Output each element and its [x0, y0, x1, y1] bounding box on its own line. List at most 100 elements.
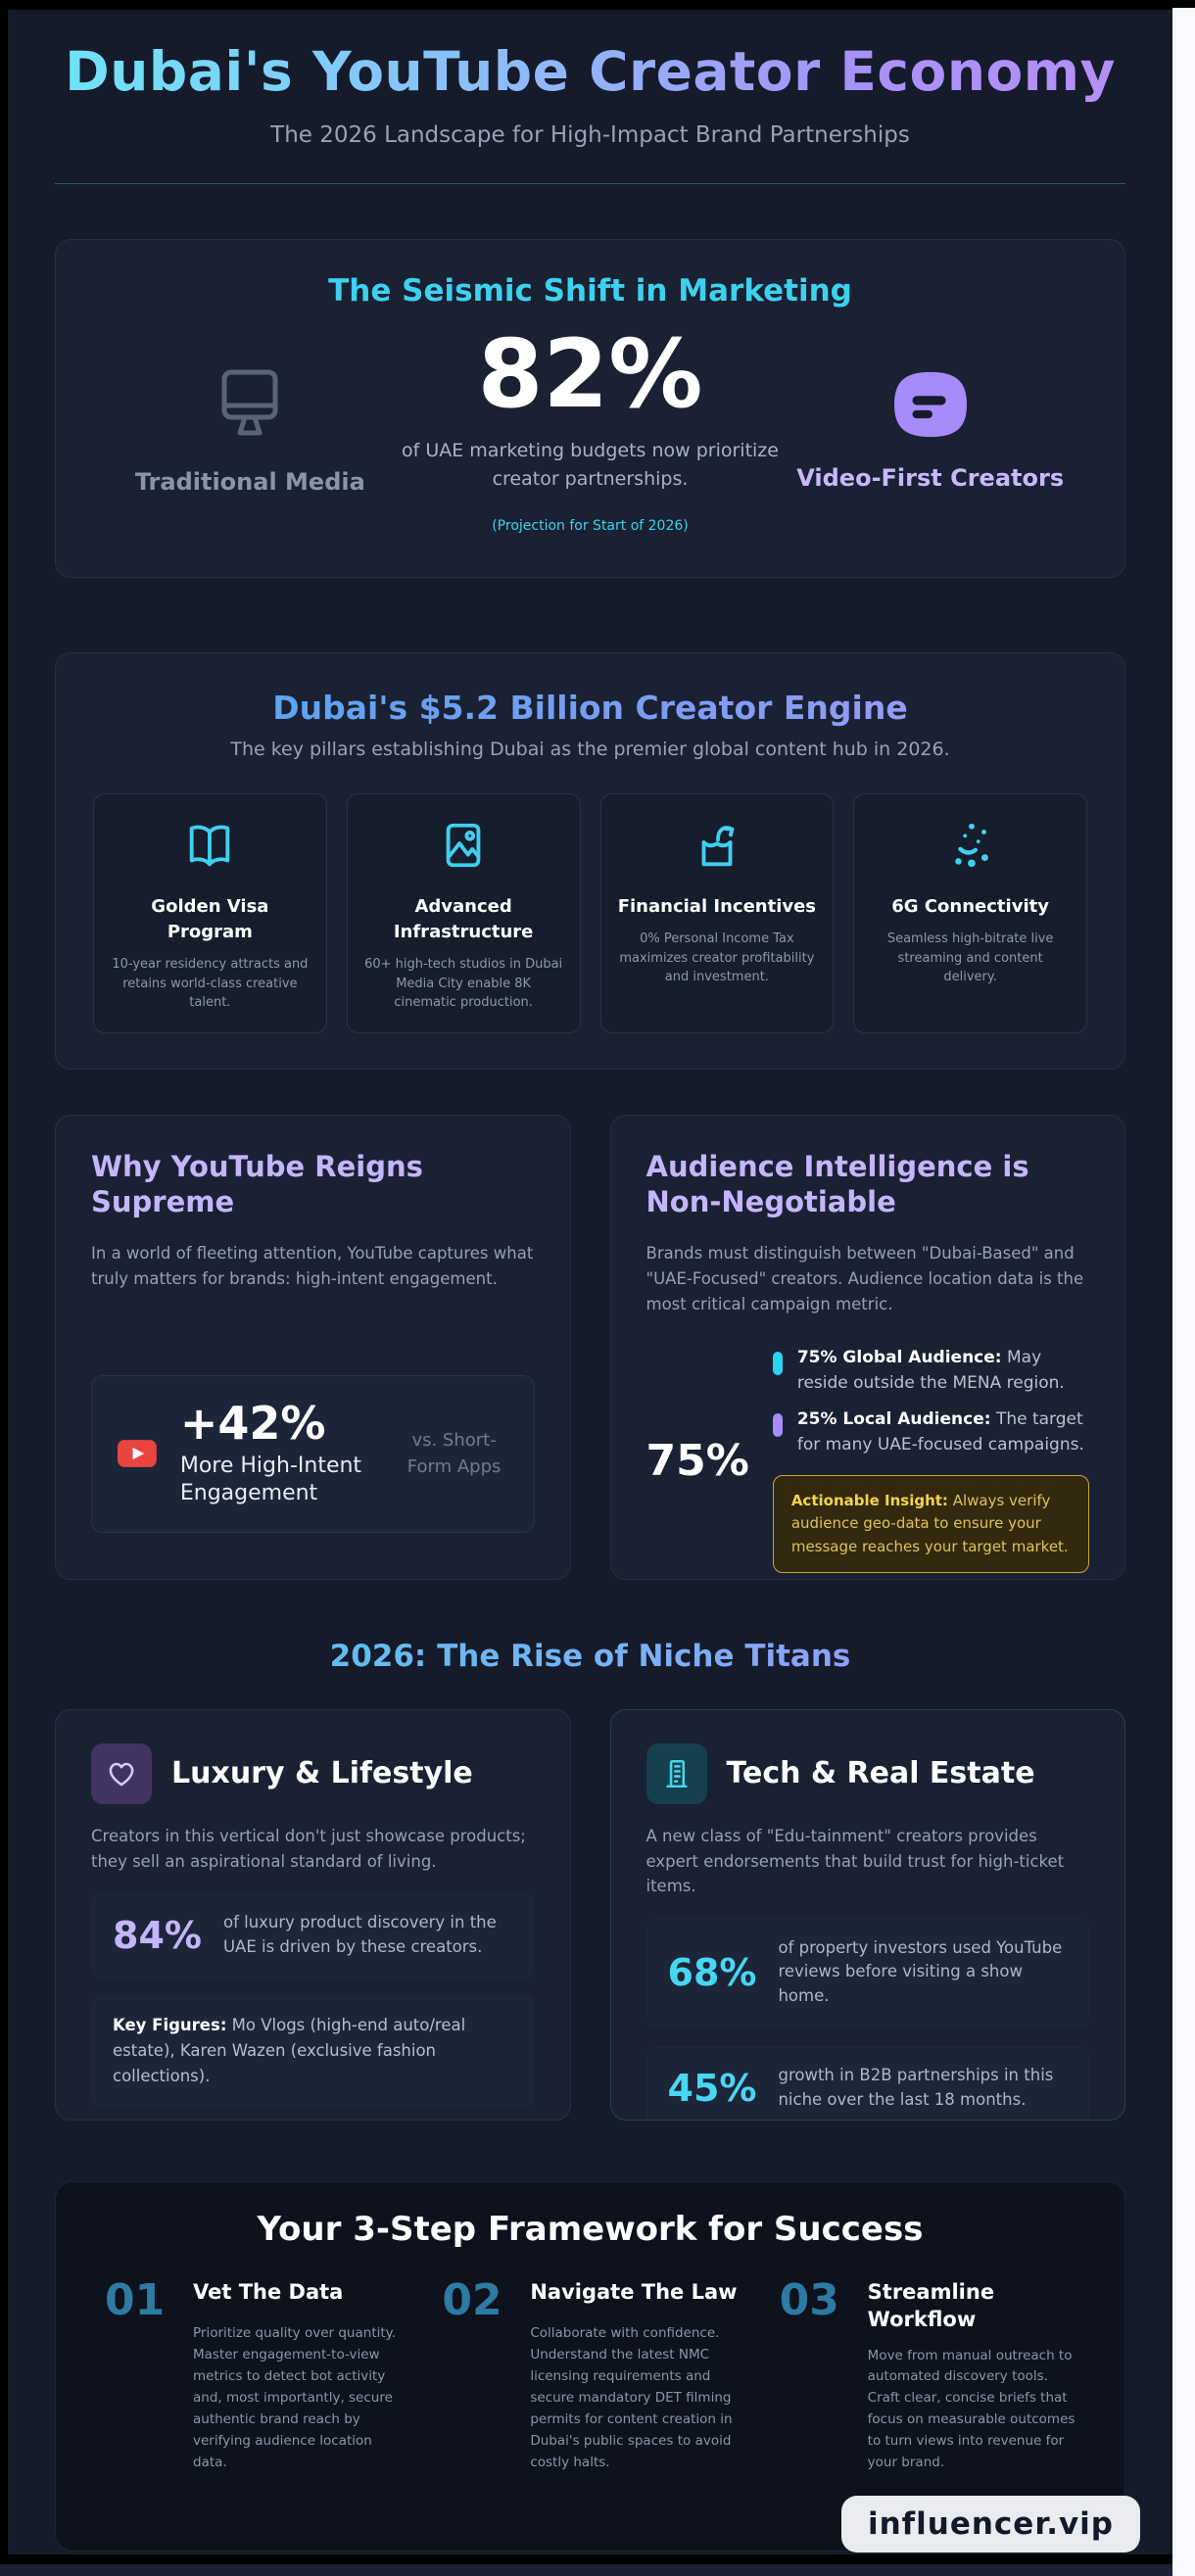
- tech-stat-box-2: 45% growth in B2B partnerships in this n…: [645, 2045, 1089, 2120]
- section-seismic-shift: The Seismic Shift in Marketing Tradition…: [55, 239, 1125, 579]
- youtube-title: Why YouTube Reigns Supreme: [91, 1149, 423, 1219]
- page-title: Dubai's YouTube Creator Economy: [55, 40, 1125, 103]
- luxury-header: Luxury & Lifestyle: [91, 1742, 535, 1804]
- sparkle-dots-icon: [954, 824, 988, 868]
- key-figures-label: Key Figures:: [113, 2015, 227, 2034]
- pillar-desc: 10-year residency attracts and retains w…: [112, 957, 309, 1011]
- bullet-bold: 75% Global Audience:: [796, 1348, 1002, 1368]
- luxury-stat: 84%: [113, 1913, 202, 1957]
- pillar-desc: 0% Personal Income Tax maximizes creator…: [619, 931, 815, 985]
- bullet-global-audience: 75% Global Audience: May reside outside …: [772, 1346, 1089, 1396]
- section-tech-real-estate: Tech & Real Estate A new class of "Edu-t…: [609, 1708, 1125, 2121]
- influencer-vip-badge[interactable]: influencer.vip: [840, 2496, 1140, 2552]
- tech-body: A new class of "Edu-tainment" creators p…: [645, 1826, 1065, 1896]
- engine-title: Dubai's $5.2 Billion Creator Engine: [93, 689, 1087, 727]
- pillar-title: 6G Connectivity: [891, 896, 1049, 918]
- audience-breakdown: 75% 75% Global Audience: May reside outs…: [645, 1346, 1089, 1573]
- niche-section-title: 2026: The Rise of Niche Titans: [55, 1639, 1125, 1674]
- box-arrow-icon: [701, 826, 735, 867]
- luxury-body: Creators in this vertical don't just sho…: [91, 1826, 526, 1871]
- heart-icon: [109, 1762, 134, 1787]
- step-body: Move from manual outreach to automated d…: [867, 2347, 1076, 2470]
- global-audience-stat: 75%: [645, 1436, 749, 1487]
- engagement-compare: vs. Short-Form Apps: [406, 1430, 502, 1478]
- video-first-block: Video-First Creators: [779, 368, 1081, 492]
- audience-body: Brands must distinguish between "Dubai-B…: [645, 1244, 1084, 1313]
- step-number: 01: [105, 2274, 166, 2325]
- tech-stat-box-1: 68% of property investors used YouTube r…: [645, 1918, 1089, 2027]
- cyan-marker-icon: [772, 1352, 783, 1376]
- tech-stat-2: 45%: [667, 2066, 757, 2110]
- actionable-insight-box: Actionable Insight: Always verify audien…: [772, 1475, 1089, 1573]
- seismic-title: The Seismic Shift in Marketing: [328, 273, 852, 310]
- video-first-label: Video-First Creators: [796, 464, 1065, 493]
- tech-title: Tech & Real Estate: [726, 1756, 1035, 1791]
- book-open-icon: [190, 825, 230, 867]
- pillar-title: Advanced Infrastructure: [393, 896, 534, 943]
- bottom-strip: [0, 2564, 1172, 2576]
- bullet-local-audience: 25% Local Audience: The target for many …: [772, 1407, 1089, 1457]
- pillars-grid: Golden Visa Program 10-year residency at…: [93, 793, 1087, 1033]
- monitor-icon: [221, 369, 278, 436]
- header: Dubai's YouTube Creator Economy The 2026…: [55, 10, 1125, 185]
- step-number: 02: [442, 2274, 502, 2325]
- seismic-stat-note: (Projection for Start of 2026): [492, 517, 689, 534]
- image-icon: [446, 824, 481, 868]
- section-creator-engine: Dubai's $5.2 Billion Creator Engine The …: [55, 652, 1125, 1070]
- section-youtube-supreme: Why YouTube Reigns Supreme In a world of…: [55, 1114, 571, 1580]
- youtube-play-icon: [118, 1440, 157, 1468]
- pillar-title: Golden Visa Program: [151, 896, 269, 943]
- step-navigate-the-law: 02 Navigate The Law Collaborate with con…: [442, 2274, 738, 2474]
- engagement-stat-box: +42% More High-Intent Engagement vs. Sho…: [91, 1374, 535, 1534]
- traditional-media-label: Traditional Media: [134, 468, 365, 497]
- luxury-key-figures: Key Figures: Mo Vlogs (high-end auto/rea…: [91, 1994, 535, 2108]
- niche-row: Luxury & Lifestyle Creators in this vert…: [55, 1708, 1125, 2121]
- youtube-body: In a world of fleeting attention, YouTub…: [91, 1244, 534, 1288]
- chat-bubble-icon: [893, 372, 967, 438]
- tech-stat-1: 68%: [667, 1950, 757, 1994]
- pillar-golden-visa: Golden Visa Program 10-year residency at…: [93, 793, 327, 1033]
- framework-title: Your 3-Step Framework for Success: [257, 2209, 924, 2249]
- audience-title: Audience Intelligence is Non-Negotiable: [645, 1149, 1029, 1219]
- pillar-financial: Financial Incentives 0% Personal Income …: [599, 793, 835, 1033]
- browser-edge: [1172, 8, 1195, 2576]
- step-vet-the-data: 01 Vet The Data Prioritize quality over …: [105, 2274, 401, 2474]
- pillar-6g: 6G Connectivity Seamless high-bitrate li…: [853, 793, 1087, 1033]
- step-title: Streamline Workflow: [867, 2279, 995, 2332]
- seismic-stat-block: 82% of UAE marketing budgets now priorit…: [402, 327, 780, 534]
- infographic-page: Dubai's YouTube Creator Economy The 2026…: [8, 10, 1172, 2554]
- step-streamline-workflow: 03 Streamline Workflow Move from manual …: [779, 2274, 1076, 2474]
- seismic-stat: 82%: [477, 318, 703, 429]
- luxury-stat-box: 84% of luxury product discovery in the U…: [91, 1893, 535, 1978]
- engagement-value: +42%: [179, 1396, 326, 1450]
- seismic-grid: Traditional Media 82% of UAE marketing b…: [99, 316, 1081, 544]
- insight-row: Why YouTube Reigns Supreme In a world of…: [55, 1114, 1125, 1580]
- tech-stat-1-desc: of property investors used YouTube revie…: [778, 1937, 1063, 2006]
- bullet-bold: 25% Local Audience:: [796, 1409, 991, 1430]
- framework-steps: 01 Vet The Data Prioritize quality over …: [105, 2274, 1076, 2474]
- tech-icon-box: [645, 1742, 707, 1804]
- step-title: Vet The Data: [193, 2279, 344, 2304]
- pillar-infrastructure: Advanced Infrastructure 60+ high-tech st…: [346, 793, 581, 1033]
- luxury-title: Luxury & Lifestyle: [171, 1756, 473, 1791]
- bullet-text: The target for many UAE-focused campaign…: [796, 1409, 1084, 1455]
- pillar-title: Financial Incentives: [617, 896, 817, 918]
- section-audience-intelligence: Audience Intelligence is Non-Negotiable …: [609, 1114, 1125, 1580]
- step-title: Navigate The Law: [530, 2279, 738, 2304]
- tech-stat-2-desc: growth in B2B partnerships in this niche…: [778, 2065, 1054, 2109]
- page-subtitle: The 2026 Landscape for High-Impact Brand…: [270, 122, 910, 149]
- header-divider: [55, 183, 1125, 185]
- purple-marker-icon: [772, 1413, 783, 1438]
- engagement-stat: +42% More High-Intent Engagement: [179, 1396, 377, 1508]
- tech-header: Tech & Real Estate: [645, 1742, 1090, 1804]
- engagement-label: More High-Intent Engagement: [179, 1453, 362, 1506]
- bullet-text: May reside outside the MENA region.: [796, 1348, 1065, 1393]
- luxury-stat-desc: of luxury product discovery in the UAE i…: [222, 1913, 497, 1956]
- engine-subtitle: The key pillars establishing Dubai as th…: [230, 739, 950, 761]
- traditional-media-block: Traditional Media: [99, 364, 402, 496]
- step-body: Collaborate with confidence. Understand …: [530, 2325, 733, 2470]
- luxury-icon-box: [91, 1742, 152, 1804]
- pillar-desc: 60+ high-tech studios in Dubai Media Cit…: [364, 957, 563, 1011]
- step-number: 03: [779, 2274, 839, 2325]
